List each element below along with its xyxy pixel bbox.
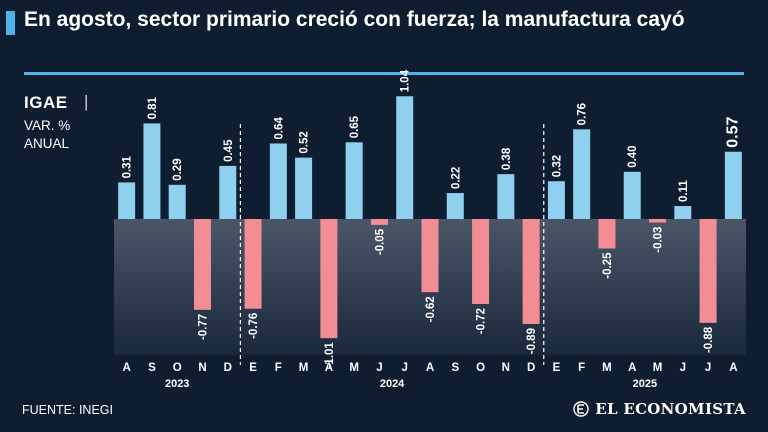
bar xyxy=(244,219,262,309)
x-tick-label: J xyxy=(680,362,686,374)
bar xyxy=(345,142,363,219)
x-tick-label: J xyxy=(402,362,408,374)
bar xyxy=(699,219,717,323)
data-label: 0.57 xyxy=(724,116,741,147)
data-label: -0.77 xyxy=(197,314,209,340)
bar xyxy=(623,171,641,219)
data-label: 0.32 xyxy=(551,155,563,177)
bar xyxy=(396,96,414,219)
x-tick-label: M xyxy=(653,362,663,374)
x-tick-label: F xyxy=(578,362,585,374)
data-label: 0.52 xyxy=(299,131,311,153)
indicator-name: IGAE xyxy=(24,93,68,112)
x-tick-label: A xyxy=(729,362,737,374)
x-tick-label: S xyxy=(148,362,156,374)
data-label: 0.64 xyxy=(273,116,285,139)
brand-name: EL ECONOMISTA xyxy=(595,400,746,418)
data-label: 0.76 xyxy=(577,103,589,125)
bar xyxy=(143,123,161,219)
data-label: 0.81 xyxy=(147,96,159,119)
data-label: -0.76 xyxy=(248,313,260,339)
data-label: 0.45 xyxy=(223,139,235,162)
bar xyxy=(522,219,540,325)
year-label: 2023 xyxy=(165,378,189,390)
x-tick-label: A xyxy=(426,362,434,374)
bar xyxy=(320,219,338,339)
bar xyxy=(421,219,439,293)
bar xyxy=(219,165,237,219)
bar xyxy=(598,219,616,249)
x-tick-label: A xyxy=(628,362,636,374)
x-tick-label: E xyxy=(249,362,257,374)
brand-emblem-icon xyxy=(573,401,589,417)
data-label: 0.29 xyxy=(172,158,184,180)
data-label: -1.01 xyxy=(324,342,336,369)
bar xyxy=(295,157,313,219)
bar xyxy=(649,219,667,223)
data-label: -0.72 xyxy=(476,308,488,334)
data-label: 0.11 xyxy=(678,180,690,202)
bar xyxy=(118,182,136,219)
data-label: 0.22 xyxy=(450,167,462,189)
page-title: En agosto, sector primario creció con fu… xyxy=(24,8,685,31)
bar xyxy=(497,174,515,219)
bar xyxy=(472,219,490,304)
x-tick-label: J xyxy=(705,362,711,374)
x-tick-label: E xyxy=(553,362,561,374)
x-tick-label: N xyxy=(198,362,206,374)
year-label: 2024 xyxy=(380,378,405,390)
title-accent-bar xyxy=(6,11,15,35)
bar xyxy=(724,151,742,219)
x-tick-label: O xyxy=(476,362,485,374)
source-note: FUENTE: INEGI xyxy=(22,403,113,417)
x-tick-label: D xyxy=(224,362,232,374)
bar xyxy=(547,181,565,219)
data-label: -0.05 xyxy=(374,228,386,255)
year-label: 2025 xyxy=(633,378,657,390)
x-tick-label: A xyxy=(122,362,130,374)
indicator-separator: | xyxy=(84,92,89,111)
bar xyxy=(446,193,464,219)
data-label: 0.40 xyxy=(627,145,639,167)
x-tick-label: A xyxy=(325,362,333,374)
x-tick-label: M xyxy=(602,362,612,374)
unit-label-line2: ANUAL xyxy=(24,136,70,151)
x-tick-label: F xyxy=(275,362,282,374)
data-label: -0.88 xyxy=(703,326,715,353)
bar xyxy=(193,219,211,310)
x-tick-label: N xyxy=(502,362,510,374)
x-tick-label: D xyxy=(527,362,535,374)
bar xyxy=(269,143,287,219)
data-label: 0.65 xyxy=(349,115,361,138)
data-label: 0.31 xyxy=(122,155,134,178)
data-label: -0.03 xyxy=(653,227,665,253)
bar xyxy=(674,206,692,219)
x-tick-label: S xyxy=(451,362,459,374)
x-tick-label: M xyxy=(349,362,359,374)
data-label: -0.25 xyxy=(602,252,614,279)
data-label: 1.04 xyxy=(400,69,412,92)
unit-label-line1: VAR. % xyxy=(24,118,71,133)
bar xyxy=(168,184,186,219)
x-tick-label: O xyxy=(173,362,182,374)
x-tick-label: J xyxy=(376,362,382,374)
bar xyxy=(370,219,388,225)
data-label: -0.62 xyxy=(425,296,437,322)
data-label: 0.38 xyxy=(501,147,513,170)
title-divider xyxy=(24,72,744,75)
bar xyxy=(573,129,591,219)
brand-logo: EL ECONOMISTA xyxy=(573,400,746,418)
x-tick-label: M xyxy=(299,362,309,374)
data-label: -0.89 xyxy=(526,328,538,354)
